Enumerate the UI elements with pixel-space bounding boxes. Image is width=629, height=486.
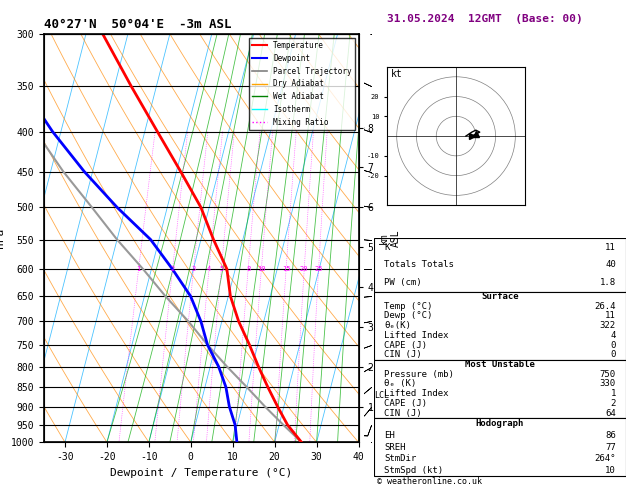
Text: 4: 4	[207, 266, 211, 272]
Text: 20: 20	[300, 266, 308, 272]
Text: Lifted Index: Lifted Index	[384, 331, 449, 340]
Text: 2: 2	[610, 399, 616, 408]
Text: 40°27'N  50°04'E  -3m ASL: 40°27'N 50°04'E -3m ASL	[44, 18, 231, 32]
Text: EH: EH	[384, 431, 395, 440]
Text: 10: 10	[605, 466, 616, 475]
Text: 750: 750	[599, 370, 616, 379]
Text: Most Unstable: Most Unstable	[465, 360, 535, 369]
FancyBboxPatch shape	[374, 292, 626, 360]
Text: 26.4: 26.4	[594, 302, 616, 311]
Text: 77: 77	[605, 443, 616, 451]
Text: SREH: SREH	[384, 443, 406, 451]
Text: 31.05.2024  12GMT  (Base: 00): 31.05.2024 12GMT (Base: 00)	[387, 14, 582, 24]
Text: 0: 0	[610, 341, 616, 349]
Text: 11: 11	[605, 243, 616, 252]
Y-axis label: km
ASL: km ASL	[379, 229, 401, 247]
Text: Hodograph: Hodograph	[476, 419, 524, 428]
Text: Surface: Surface	[481, 292, 519, 301]
Text: 86: 86	[605, 431, 616, 440]
Y-axis label: hPa: hPa	[0, 228, 5, 248]
Text: LCL: LCL	[374, 391, 389, 399]
Text: 11: 11	[605, 312, 616, 320]
Text: CIN (J): CIN (J)	[384, 409, 422, 417]
Text: CIN (J): CIN (J)	[384, 350, 422, 359]
Text: CAPE (J): CAPE (J)	[384, 341, 427, 349]
Text: 322: 322	[599, 321, 616, 330]
Text: θₑ (K): θₑ (K)	[384, 380, 416, 388]
Text: 1.8: 1.8	[599, 278, 616, 287]
FancyBboxPatch shape	[374, 360, 626, 418]
Text: 2: 2	[170, 266, 175, 272]
Text: 1: 1	[136, 266, 141, 272]
Text: Temp (°C): Temp (°C)	[384, 302, 433, 311]
Text: 5: 5	[219, 266, 223, 272]
Text: 330: 330	[599, 380, 616, 388]
Text: 0: 0	[610, 350, 616, 359]
Text: 10: 10	[257, 266, 265, 272]
Text: θₑ(K): θₑ(K)	[384, 321, 411, 330]
Text: 3: 3	[191, 266, 196, 272]
Text: StmSpd (kt): StmSpd (kt)	[384, 466, 443, 475]
Text: 25: 25	[314, 266, 323, 272]
Text: Lifted Index: Lifted Index	[384, 389, 449, 398]
Text: 64: 64	[605, 409, 616, 417]
Text: K: K	[384, 243, 390, 252]
Text: PW (cm): PW (cm)	[384, 278, 422, 287]
Text: 264°: 264°	[594, 454, 616, 463]
Text: Totals Totals: Totals Totals	[384, 260, 454, 269]
Text: 1: 1	[610, 389, 616, 398]
Text: kt: kt	[391, 69, 403, 79]
Text: Pressure (mb): Pressure (mb)	[384, 370, 454, 379]
FancyBboxPatch shape	[374, 238, 626, 292]
FancyBboxPatch shape	[374, 418, 626, 476]
Text: Dewp (°C): Dewp (°C)	[384, 312, 433, 320]
X-axis label: Dewpoint / Temperature (°C): Dewpoint / Temperature (°C)	[110, 468, 292, 478]
Text: 4: 4	[610, 331, 616, 340]
Text: 15: 15	[282, 266, 291, 272]
Text: 8: 8	[246, 266, 250, 272]
Text: StmDir: StmDir	[384, 454, 416, 463]
Text: CAPE (J): CAPE (J)	[384, 399, 427, 408]
Text: 40: 40	[605, 260, 616, 269]
Text: © weatheronline.co.uk: © weatheronline.co.uk	[377, 477, 482, 486]
Legend: Temperature, Dewpoint, Parcel Trajectory, Dry Adiabat, Wet Adiabat, Isotherm, Mi: Temperature, Dewpoint, Parcel Trajectory…	[248, 38, 355, 130]
